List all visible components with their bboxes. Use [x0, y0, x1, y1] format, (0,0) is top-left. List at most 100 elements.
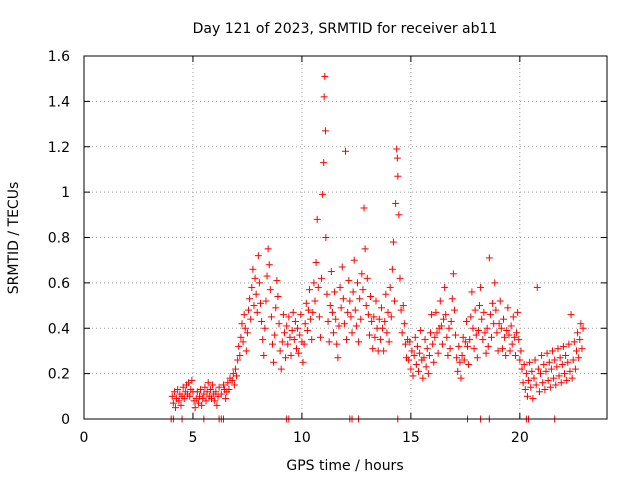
data-point — [282, 354, 290, 362]
data-point — [438, 340, 446, 348]
data-point — [321, 72, 329, 80]
data-point — [514, 308, 522, 316]
data-point — [231, 365, 239, 373]
data-point — [361, 245, 369, 253]
data-point — [482, 349, 490, 357]
data-point — [574, 329, 582, 337]
data-point — [291, 317, 299, 325]
data-point — [401, 340, 409, 348]
data-point — [489, 299, 497, 307]
data-point — [277, 365, 285, 373]
data-point — [542, 367, 550, 375]
data-point — [238, 320, 246, 328]
data-point — [320, 159, 328, 167]
data-point — [286, 333, 294, 341]
data-point — [570, 338, 578, 346]
data-point — [255, 279, 263, 287]
x-tick-label: 10 — [293, 430, 311, 446]
data-point — [428, 311, 436, 319]
data-point — [270, 358, 278, 366]
data-point — [352, 322, 360, 330]
y-tick-label: 1.4 — [48, 94, 70, 110]
data-point — [233, 372, 241, 380]
data-point — [431, 333, 439, 341]
data-point — [209, 381, 217, 389]
y-tick-label: 0.6 — [48, 276, 70, 292]
data-point — [424, 370, 432, 378]
data-point — [498, 345, 506, 353]
data-point — [551, 356, 559, 364]
data-point — [444, 351, 452, 359]
data-point — [309, 308, 317, 316]
data-point — [550, 374, 558, 382]
data-point — [516, 356, 524, 364]
data-point — [485, 254, 493, 262]
data-point — [479, 336, 487, 344]
data-point — [263, 272, 271, 280]
data-point — [502, 351, 510, 359]
data-point — [333, 340, 341, 348]
data-point — [425, 351, 433, 359]
data-point — [388, 265, 396, 273]
data-point — [222, 395, 230, 403]
data-point — [344, 308, 352, 316]
data-point — [236, 351, 244, 359]
data-point — [328, 308, 336, 316]
data-point — [315, 313, 323, 321]
data-point — [311, 297, 319, 305]
data-point — [262, 297, 270, 305]
data-point — [562, 351, 570, 359]
data-point — [413, 342, 421, 350]
data-point — [465, 361, 473, 369]
data-point — [198, 401, 206, 409]
data-point — [400, 320, 408, 328]
data-point — [572, 347, 580, 355]
data-point — [186, 392, 194, 400]
y-tick-label: 1 — [61, 185, 70, 201]
data-point — [472, 331, 480, 339]
data-point — [442, 311, 450, 319]
y-tick-label: 0 — [61, 412, 70, 428]
data-point — [529, 395, 537, 403]
data-point — [576, 336, 584, 344]
data-point — [568, 374, 576, 382]
data-point — [513, 329, 521, 337]
data-point — [225, 386, 233, 394]
data-point — [369, 345, 377, 353]
data-point — [356, 295, 364, 303]
data-point — [412, 361, 420, 369]
data-point — [267, 313, 275, 321]
data-point — [191, 404, 199, 412]
data-point — [381, 317, 389, 325]
data-point — [331, 288, 339, 296]
data-point — [492, 306, 500, 314]
data-point — [389, 238, 397, 246]
data-point — [547, 365, 555, 373]
data-point — [299, 358, 307, 366]
data-point — [339, 295, 347, 303]
x-tick-label: 15 — [402, 430, 420, 446]
data-point — [379, 324, 387, 332]
data-point — [520, 361, 528, 369]
data-point — [461, 338, 469, 346]
data-point — [228, 376, 236, 384]
data-point — [347, 313, 355, 321]
data-point — [242, 347, 250, 355]
data-point — [345, 277, 353, 285]
data-point — [430, 358, 438, 366]
data-point — [393, 154, 401, 162]
data-point — [334, 354, 342, 362]
data-point — [383, 329, 391, 337]
data-point — [284, 340, 292, 348]
data-point — [515, 336, 523, 344]
data-point — [325, 338, 333, 346]
data-point — [481, 329, 489, 337]
data-point — [307, 315, 315, 323]
data-point — [545, 358, 553, 366]
data-point — [391, 297, 399, 305]
data-point — [338, 263, 346, 271]
data-point — [446, 345, 454, 353]
data-point — [531, 356, 539, 364]
data-point — [368, 317, 376, 325]
data-point — [495, 320, 503, 328]
